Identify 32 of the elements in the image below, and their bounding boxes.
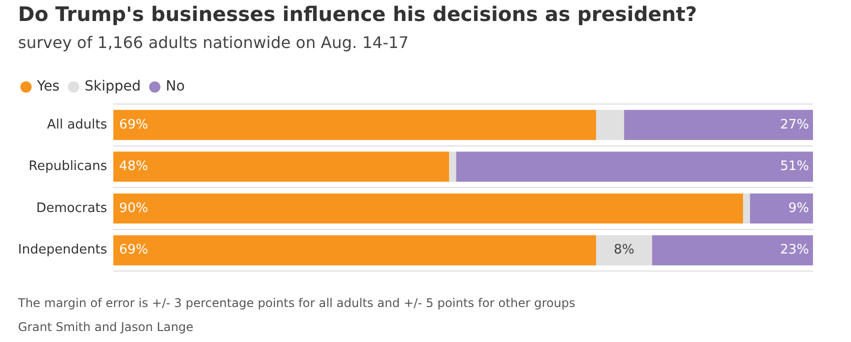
text: Grant Smith and Jason Lange bbox=[18, 320, 194, 334]
data-label: 8% bbox=[614, 242, 634, 258]
y-tick-label: All adults bbox=[46, 117, 108, 132]
data-label: 90% bbox=[119, 200, 148, 216]
bar bbox=[596, 110, 624, 140]
y-tick-label: Independents bbox=[18, 242, 108, 258]
data-label: 27% bbox=[780, 117, 809, 132]
data-label: 69% bbox=[119, 242, 148, 258]
data-label: 51% bbox=[780, 159, 809, 174]
legend-label: No bbox=[166, 78, 185, 95]
bar bbox=[456, 152, 813, 182]
bar bbox=[113, 235, 596, 266]
legend-label: Yes bbox=[36, 78, 60, 95]
y-tick-label: Democrats bbox=[36, 200, 108, 216]
legend-label: Skipped bbox=[84, 78, 141, 95]
y-tick-label: Republicans bbox=[28, 159, 108, 174]
chart-title: Do Trump's businesses influence his decisions as president? bbox=[18, 2, 698, 26]
bar bbox=[113, 152, 450, 182]
bar bbox=[750, 193, 813, 224]
data-label: 48% bbox=[119, 159, 148, 174]
bar bbox=[113, 193, 744, 224]
text: The margin of error is +/- 3 percentage points for all adults and +/- 5 points for other groups bbox=[18, 296, 576, 310]
data-label: 23% bbox=[780, 242, 809, 258]
bar bbox=[624, 110, 813, 140]
bar bbox=[449, 152, 456, 182]
bar bbox=[652, 235, 813, 266]
data-label: 69% bbox=[119, 117, 148, 132]
bar bbox=[596, 235, 652, 266]
chart-subtitle: survey of 1,166 adults nationwide on Aug. 14-17 bbox=[18, 33, 409, 52]
bar bbox=[113, 110, 596, 140]
data-label: 9% bbox=[788, 200, 809, 216]
bar bbox=[743, 193, 750, 224]
